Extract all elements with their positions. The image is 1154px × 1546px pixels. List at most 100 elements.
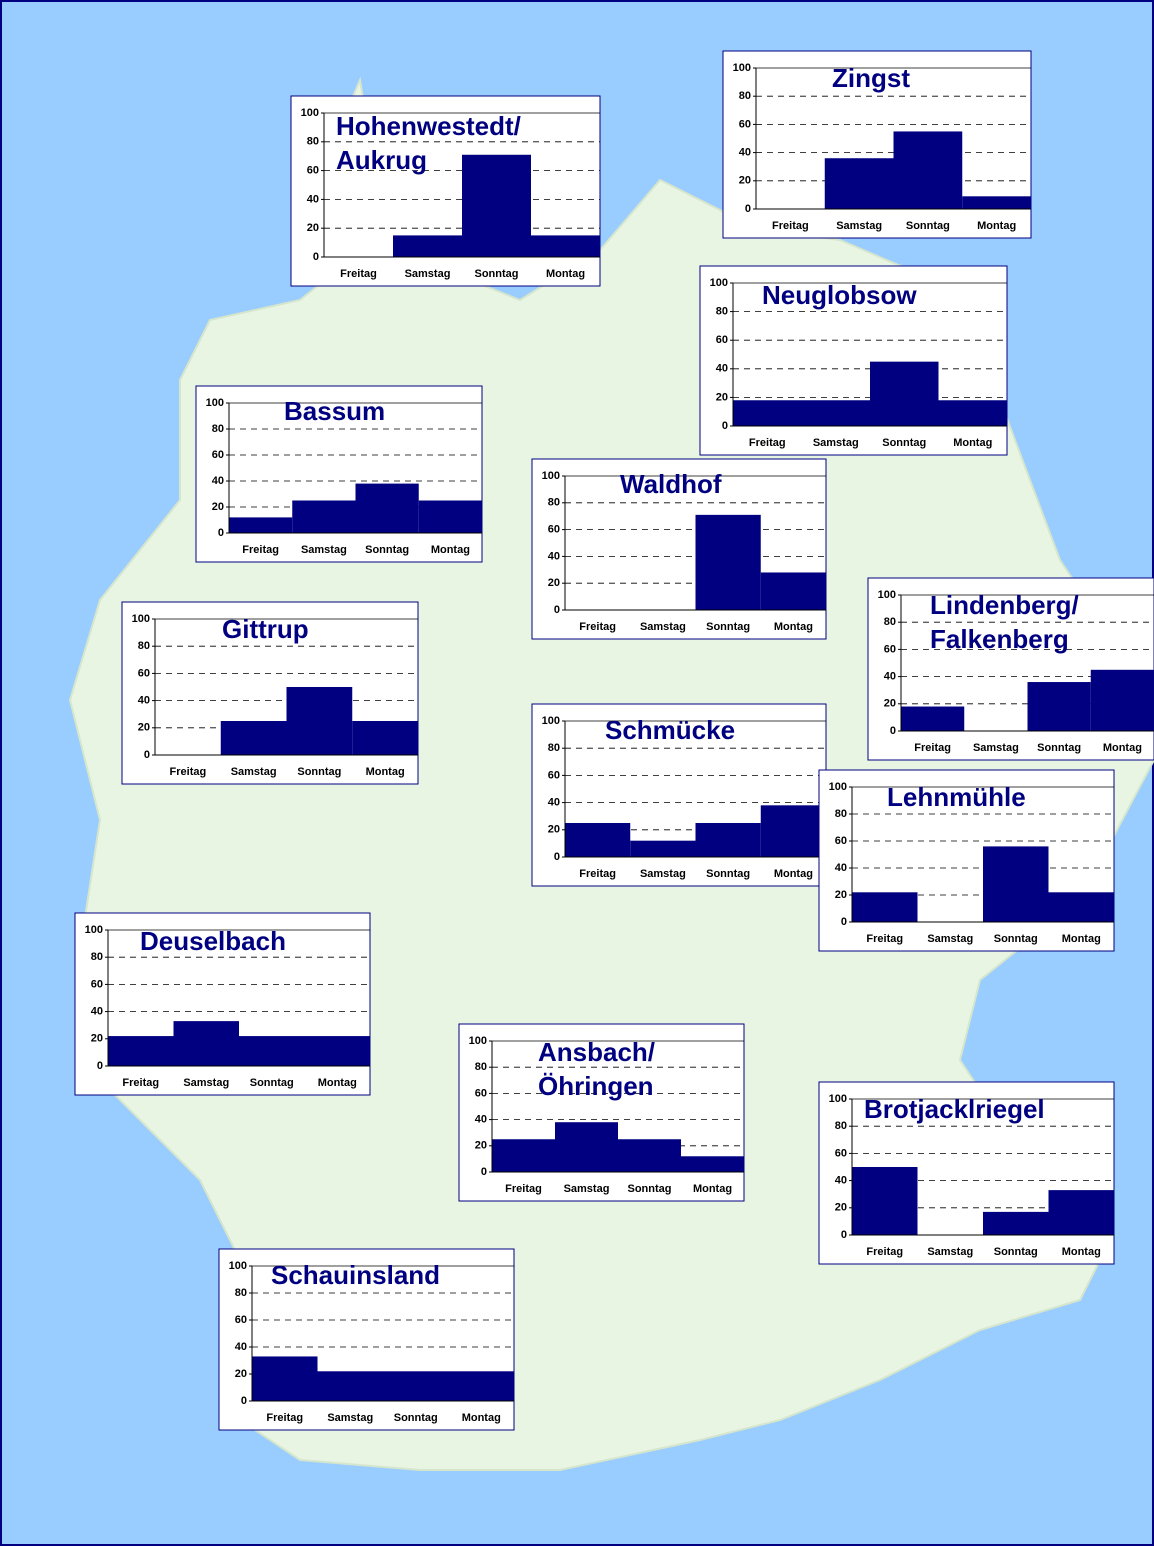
chart-title: Lindenberg/ xyxy=(930,590,1079,620)
y-tick-label: 100 xyxy=(132,613,150,625)
y-tick-label: 100 xyxy=(710,277,728,289)
bar xyxy=(462,154,531,257)
y-tick-label: 40 xyxy=(835,862,847,874)
y-tick-label: 60 xyxy=(307,165,319,177)
y-tick-label: 20 xyxy=(835,889,847,901)
y-tick-label: 0 xyxy=(841,1229,847,1241)
y-tick-label: 40 xyxy=(138,695,150,707)
station-chart: 0 20 40 60 80 100 Freitag Samstag Sonntag Montag S… xyxy=(531,703,827,887)
y-tick-label: 80 xyxy=(835,808,847,820)
x-tick-label: Samstag xyxy=(640,868,686,880)
station-chart: 0 20 40 60 80 100 Freitag Samstag Sonntag Montag B… xyxy=(818,1081,1115,1265)
bar xyxy=(618,1139,681,1172)
x-tick-label: Samstag xyxy=(405,268,451,280)
bar xyxy=(733,400,802,426)
chart-title: Neuglobsow xyxy=(762,280,917,310)
y-tick-label: 0 xyxy=(554,851,560,863)
y-tick-label: 40 xyxy=(835,1175,847,1187)
y-tick-label: 100 xyxy=(301,107,319,119)
bar xyxy=(108,1036,174,1066)
bar xyxy=(760,805,826,857)
x-tick-label: Montag xyxy=(462,1412,501,1424)
y-tick-label: 60 xyxy=(548,524,560,536)
chart-title: Öhringen xyxy=(538,1071,654,1101)
x-tick-label: Freitag xyxy=(505,1183,542,1195)
x-tick-label: Montag xyxy=(1062,933,1101,945)
y-tick-label: 40 xyxy=(716,363,728,375)
y-tick-label: 60 xyxy=(475,1087,487,1099)
x-tick-label: Sonntag xyxy=(250,1077,294,1089)
station-chart: 0 20 40 60 80 100 Freitag Samstag Sonntag Montag N… xyxy=(699,265,1008,456)
station-chart: 0 20 40 60 80 100 Freitag Samstag Sonntag Montag A… xyxy=(458,1023,745,1202)
y-tick-label: 60 xyxy=(235,1314,247,1326)
x-tick-label: Montag xyxy=(774,868,813,880)
x-tick-label: Sonntag xyxy=(994,1246,1038,1258)
y-tick-label: 0 xyxy=(481,1166,487,1178)
bar xyxy=(252,1356,318,1401)
bar xyxy=(220,721,287,755)
y-tick-label: 20 xyxy=(212,501,224,513)
y-tick-label: 100 xyxy=(733,62,751,74)
y-tick-label: 100 xyxy=(85,924,103,936)
bar xyxy=(824,158,894,209)
y-tick-label: 0 xyxy=(722,420,728,432)
bar xyxy=(695,823,761,857)
x-tick-label: Freitag xyxy=(866,933,903,945)
y-tick-label: 60 xyxy=(138,667,150,679)
bar xyxy=(286,687,353,755)
bar xyxy=(983,1211,1049,1235)
y-tick-label: 20 xyxy=(307,222,319,234)
y-tick-label: 40 xyxy=(91,1006,103,1018)
bar xyxy=(317,1371,383,1401)
chart-title: Aukrug xyxy=(336,145,427,175)
bar xyxy=(352,721,418,755)
y-tick-label: 100 xyxy=(829,1093,847,1105)
x-tick-label: Samstag xyxy=(301,544,347,556)
x-tick-label: Sonntag xyxy=(365,544,409,556)
bar xyxy=(962,196,1031,209)
bar xyxy=(393,235,462,257)
x-tick-label: Montag xyxy=(546,268,585,280)
chart-title: Waldhof xyxy=(620,469,722,499)
chart-title: Deuselbach xyxy=(140,926,286,956)
x-tick-label: Freitag xyxy=(242,544,279,556)
x-tick-label: Freitag xyxy=(866,1246,903,1258)
chart-title: Gittrup xyxy=(222,614,309,644)
x-tick-label: Samstag xyxy=(927,933,973,945)
y-tick-label: 80 xyxy=(739,90,751,102)
station-chart: 0 20 40 60 80 100 Freitag Samstag Sonntag Montag L… xyxy=(867,577,1154,761)
bar xyxy=(383,1371,449,1401)
x-tick-label: Montag xyxy=(366,766,405,778)
station-chart: 0 20 40 60 80 100 Freitag Samstag Sonntag Montag B… xyxy=(195,385,483,563)
x-tick-label: Sonntag xyxy=(906,220,950,232)
y-tick-label: 20 xyxy=(548,824,560,836)
y-tick-label: 80 xyxy=(235,1287,247,1299)
y-tick-label: 20 xyxy=(548,577,560,589)
station-chart: 0 20 40 60 80 100 Freitag Samstag Sonntag Montag S… xyxy=(218,1248,515,1431)
bar xyxy=(239,1036,305,1066)
x-tick-label: Montag xyxy=(953,437,992,449)
bar xyxy=(901,706,965,731)
y-tick-label: 80 xyxy=(716,306,728,318)
x-tick-label: Montag xyxy=(977,220,1016,232)
y-tick-label: 80 xyxy=(835,1120,847,1132)
bar xyxy=(418,500,482,533)
bar xyxy=(695,514,761,610)
y-tick-label: 0 xyxy=(313,251,319,263)
y-tick-label: 20 xyxy=(138,722,150,734)
chart-title: Hohenwestedt/ xyxy=(336,111,521,141)
bar xyxy=(681,1156,744,1172)
x-tick-label: Samstag xyxy=(973,742,1019,754)
bar xyxy=(801,400,870,426)
x-tick-label: Samstag xyxy=(813,437,859,449)
x-tick-label: Samstag xyxy=(640,621,686,633)
chart-title: Bassum xyxy=(284,396,385,426)
x-tick-label: Freitag xyxy=(914,742,951,754)
y-tick-label: 60 xyxy=(884,643,896,655)
bar xyxy=(1048,892,1114,922)
y-tick-label: 80 xyxy=(138,640,150,652)
y-tick-label: 100 xyxy=(469,1035,487,1047)
chart-title: Schmücke xyxy=(605,715,735,745)
x-tick-label: Montag xyxy=(318,1077,357,1089)
